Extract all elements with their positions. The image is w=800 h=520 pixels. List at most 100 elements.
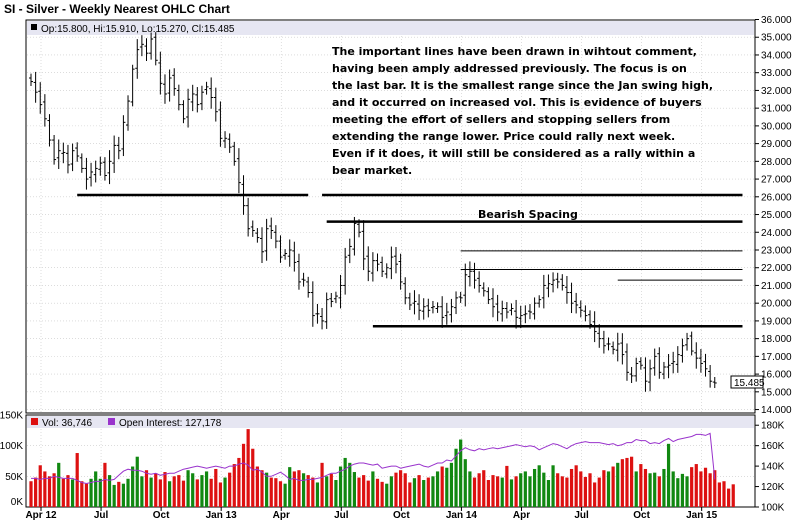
ohlc-bar [347,238,352,264]
ohlc-bar [440,296,445,328]
volume-bar [394,472,398,507]
price-y-tick-label: 24.000 [761,228,792,239]
ohlc-bar [393,247,398,274]
ohlc-bar [661,361,666,380]
ohlc-bar [135,39,140,79]
ohlc-bar [84,157,89,190]
volume-bar [269,477,273,507]
volume-bar [597,477,601,507]
ohlc-bar [158,51,163,95]
volume-bar [283,483,287,507]
ohlc-bar [296,253,301,290]
ohlc-bar [527,304,532,320]
volume-bar [472,477,477,507]
volume-bar [362,475,366,507]
annotation-line: The important lines have been drawn in w… [332,45,697,58]
ohlc-bar [370,252,375,282]
volume-bar [671,471,675,507]
volume-right-tick-label: 100K [761,503,785,514]
ohlc-bar [255,228,260,243]
ohlc-bar [500,300,505,322]
price-y-tick-label: 27.000 [761,175,792,186]
ohlc-bar [417,294,422,321]
volume-bar [278,481,283,507]
volume-bar [551,465,555,507]
ohlc-bar [509,303,514,316]
volume-bar [426,477,430,507]
ohlc-bar [56,139,61,170]
ohlc-bar [643,357,648,392]
ohlc-bar [292,241,297,272]
ohlc-bar [241,175,246,215]
volume-left-tick-label: 100K [0,441,23,452]
x-tick-label: Jul [574,510,589,520]
volume-bar [593,482,597,507]
oi-legend: Open Interest: 127,178 [119,418,222,429]
ohlc-bar [611,341,616,355]
ohlc-bar [532,297,537,320]
ohlc-bar [694,342,699,369]
volume-bar [385,483,389,507]
ohlc-bar [403,277,408,305]
ohlc-bar [463,263,468,307]
price-legend-marker [31,24,37,30]
volume-bar [477,473,481,507]
horizontal-levels [77,193,743,328]
volume-bar [325,476,329,507]
volume-bar [694,464,698,507]
volume-bar [214,468,218,507]
x-tick-label: Oct [153,510,170,520]
volume-right-tick-label: 180K [761,421,785,432]
volume-bar [514,476,518,507]
ohlc-bar [65,144,70,174]
volume-bar [246,429,250,507]
volume-bar [440,466,444,507]
ohlc-bar [666,354,671,379]
ohlc-bar [310,281,315,327]
ohlc-bar [398,253,403,290]
ohlc-bar [698,348,703,373]
ohlc-bar [47,114,52,147]
price-y-tick-label: 21.000 [761,281,792,292]
price-y-tick-label: 31.000 [761,104,792,115]
price-y-tick-label: 33.000 [761,68,792,79]
volume-right-tick-label: 140K [761,462,785,473]
ohlc-bar [541,274,546,309]
ohlc-bar [357,219,362,238]
ohlc-bar [523,305,528,324]
volume-bar [519,473,523,507]
volume-bars [29,429,735,507]
volume-bar [371,471,375,507]
ohlc-bar [126,95,131,131]
volume-bar [352,472,356,507]
ohlc-bar [703,353,708,377]
volume-bar [112,484,116,507]
ohlc-bar [338,274,343,309]
volume-bar [135,456,139,507]
ohlc-bar [139,35,144,57]
ohlc-bar [107,150,112,185]
volume-bar [177,475,181,507]
ohlc-bar [454,291,459,315]
volume-bar [620,459,624,507]
volume-bar [648,473,652,507]
volume-bar [98,478,102,507]
volume-bar [209,478,213,507]
volume-bar [200,475,204,507]
ohlc-bar [361,220,366,271]
volume-bar [731,484,735,507]
price-y-tick-label: 18.000 [761,334,792,345]
volume-bar [722,481,726,507]
ohlc-bar [223,131,228,149]
volume-bar [237,457,241,507]
ohlc-bar [70,143,75,172]
last-price-tag-text: 15.485 [734,378,765,389]
ohlc-bar [227,133,232,153]
price-grid [27,36,754,412]
volume-bar [713,470,717,507]
annotation-line: and it occurred on increased vol. This i… [332,96,702,109]
volume-bar [509,479,514,507]
ohlc-bar [287,239,292,267]
ohlc-bar [546,274,551,298]
ohlc-bar [269,217,274,239]
